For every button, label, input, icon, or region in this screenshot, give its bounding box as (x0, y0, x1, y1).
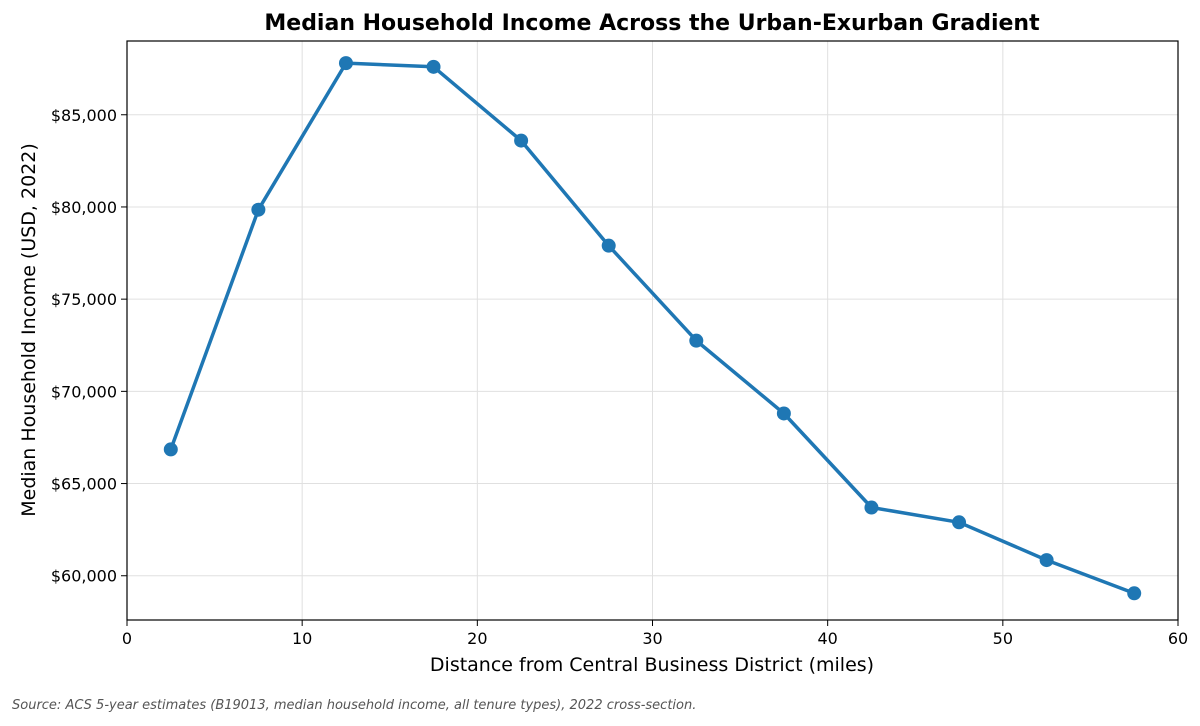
data-point (689, 333, 704, 348)
y-tick-label: $85,000 (51, 106, 117, 125)
y-axis-label: Median Household Income (USD, 2022) (18, 143, 40, 517)
y-tick-label: $80,000 (51, 198, 117, 217)
data-point (251, 202, 266, 217)
tick-layer: 0 10 20 30 40 50 60 $60,000 $65,000 $70,000 $75,00… (51, 106, 1188, 648)
data-point (776, 406, 791, 421)
data-point (514, 133, 529, 148)
chart-title: Median Household Income Across the Urban… (264, 11, 1040, 36)
x-tick-label: 0 (122, 629, 132, 648)
x-tick-label: 50 (993, 629, 1013, 648)
data-point (163, 442, 178, 457)
data-point (338, 56, 353, 71)
y-tick-label: $65,000 (51, 475, 117, 494)
data-point (1039, 553, 1054, 568)
y-tick-label: $70,000 (51, 382, 117, 401)
source-note: Source: ACS 5-year estimates (B19013, me… (12, 698, 697, 713)
y-tick-label: $60,000 (51, 567, 117, 586)
series-line (169, 61, 1135, 595)
data-point (426, 59, 441, 74)
x-axis-label: Distance from Central Business District … (430, 654, 874, 676)
grid-layer (126, 41, 1179, 620)
series-layer (163, 56, 1142, 601)
data-point (1127, 586, 1142, 601)
x-tick-label: 20 (467, 629, 487, 648)
x-tick-label: 30 (642, 629, 662, 648)
data-point (952, 515, 967, 530)
x-tick-label: 10 (292, 629, 312, 648)
y-tick-label: $75,000 (51, 290, 117, 309)
data-point (864, 500, 879, 515)
x-tick-label: 40 (817, 629, 837, 648)
x-tick-label: 60 (1168, 629, 1188, 648)
data-point (601, 238, 616, 253)
